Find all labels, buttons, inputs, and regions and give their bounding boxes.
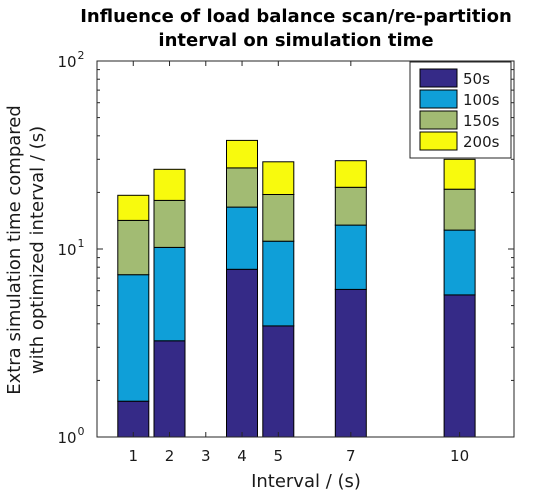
bar-x7-100s bbox=[334, 224, 367, 290]
bars-group bbox=[117, 139, 476, 438]
x-tick-label: 4 bbox=[237, 447, 247, 465]
x-tick-label: 7 bbox=[346, 447, 356, 465]
legend: 50s 100s 150s 200s bbox=[409, 61, 512, 159]
x-tick-label: 3 bbox=[201, 447, 211, 465]
legend-swatch-50s bbox=[419, 68, 458, 88]
bar-x2-50s bbox=[153, 340, 186, 438]
legend-label-200s: 200s bbox=[463, 133, 500, 151]
bar-x1-50s bbox=[117, 400, 150, 438]
legend-swatch-200s bbox=[419, 131, 458, 151]
bar-x1-100s bbox=[117, 274, 150, 402]
x-tick-label: 1 bbox=[128, 447, 138, 465]
legend-label-150s: 150s bbox=[463, 112, 500, 130]
legend-swatch-150s bbox=[419, 110, 458, 130]
chart-title-line-1: Influence of load balance scan/re-partit… bbox=[80, 6, 512, 27]
x-tick-label: 2 bbox=[165, 447, 175, 465]
legend-label-50s: 50s bbox=[463, 70, 490, 88]
bar-x4-100s bbox=[226, 206, 258, 270]
legend-swatch-100s bbox=[419, 89, 458, 109]
y-tick-label: 102 bbox=[57, 49, 84, 71]
bar-x5-100s bbox=[262, 240, 295, 327]
x-tick-label: 5 bbox=[274, 447, 284, 465]
y-tick-label: 101 bbox=[57, 237, 84, 259]
bar-x5-50s bbox=[262, 325, 295, 438]
bar-x10-200s bbox=[443, 158, 476, 190]
bar-x7-150s bbox=[334, 186, 367, 226]
bar-x1-200s bbox=[117, 194, 150, 221]
bar-x10-50s bbox=[443, 294, 476, 438]
bar-x5-200s bbox=[262, 161, 295, 196]
x-axis-label: Interval / (s) bbox=[251, 471, 361, 492]
bar-x5-150s bbox=[262, 194, 295, 242]
bar-x7-50s bbox=[334, 288, 367, 438]
y-axis-label-line-2: with optimized interval / (s) bbox=[27, 126, 48, 374]
bar-x4-150s bbox=[226, 167, 258, 208]
x-tick-label: 10 bbox=[450, 447, 469, 465]
axis-ticks: 1 2 3 4 5 7 10 100 101 102 bbox=[57, 49, 514, 465]
y-tick-label: 100 bbox=[57, 425, 84, 447]
bar-x10-100s bbox=[443, 229, 476, 296]
chart-title-line-2: interval on simulation time bbox=[158, 30, 433, 51]
bar-x4-50s bbox=[226, 268, 258, 438]
bar-x2-200s bbox=[153, 168, 186, 201]
bar-x1-150s bbox=[117, 219, 150, 276]
bar-x4-200s bbox=[226, 139, 258, 169]
bar-x10-150s bbox=[443, 188, 476, 231]
bar-x2-150s bbox=[153, 199, 186, 248]
bar-x7-200s bbox=[334, 160, 367, 188]
y-axis-label-line-1: Extra simulation time compared bbox=[4, 105, 25, 395]
legend-label-100s: 100s bbox=[463, 91, 500, 109]
bar-x2-100s bbox=[153, 246, 186, 342]
